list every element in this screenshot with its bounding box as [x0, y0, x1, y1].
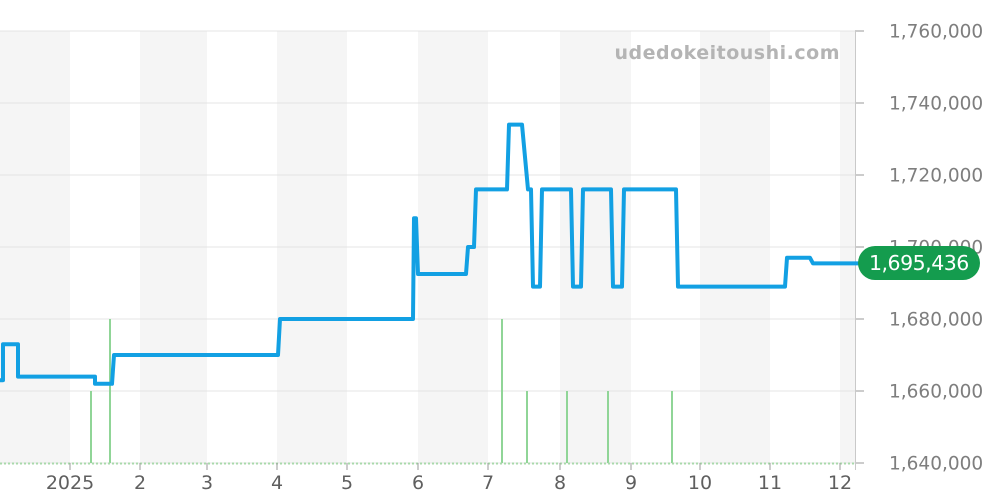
y-tick-label: 1,640,000: [889, 454, 983, 475]
x-tick-label: 2: [134, 472, 146, 494]
x-tick-label: 7: [482, 472, 494, 494]
y-tick-label: 1,740,000: [889, 94, 983, 115]
x-tick-label: 6: [412, 472, 424, 494]
x-tick-label: 12: [828, 472, 852, 494]
y-tick-label: 1,720,000: [889, 166, 983, 187]
x-tick-label: 4: [271, 472, 283, 494]
x-tick-label: 2025: [46, 472, 94, 494]
x-tick-label: 3: [201, 472, 213, 494]
x-tick-label: 8: [554, 472, 566, 494]
x-tick-label: 11: [758, 472, 782, 494]
x-tick-label: 5: [341, 472, 353, 494]
current-price-badge: 1,695,436: [858, 246, 980, 281]
x-tick-label: 9: [625, 472, 637, 494]
watermark: udedokeitoushi.com: [614, 42, 840, 64]
price-line: [0, 122, 864, 386]
y-tick-label: 1,760,000: [889, 22, 983, 43]
y-tick-label: 1,680,000: [889, 310, 983, 331]
y-tick-label: 1,660,000: [889, 382, 983, 403]
x-tick-label: 10: [688, 472, 712, 494]
